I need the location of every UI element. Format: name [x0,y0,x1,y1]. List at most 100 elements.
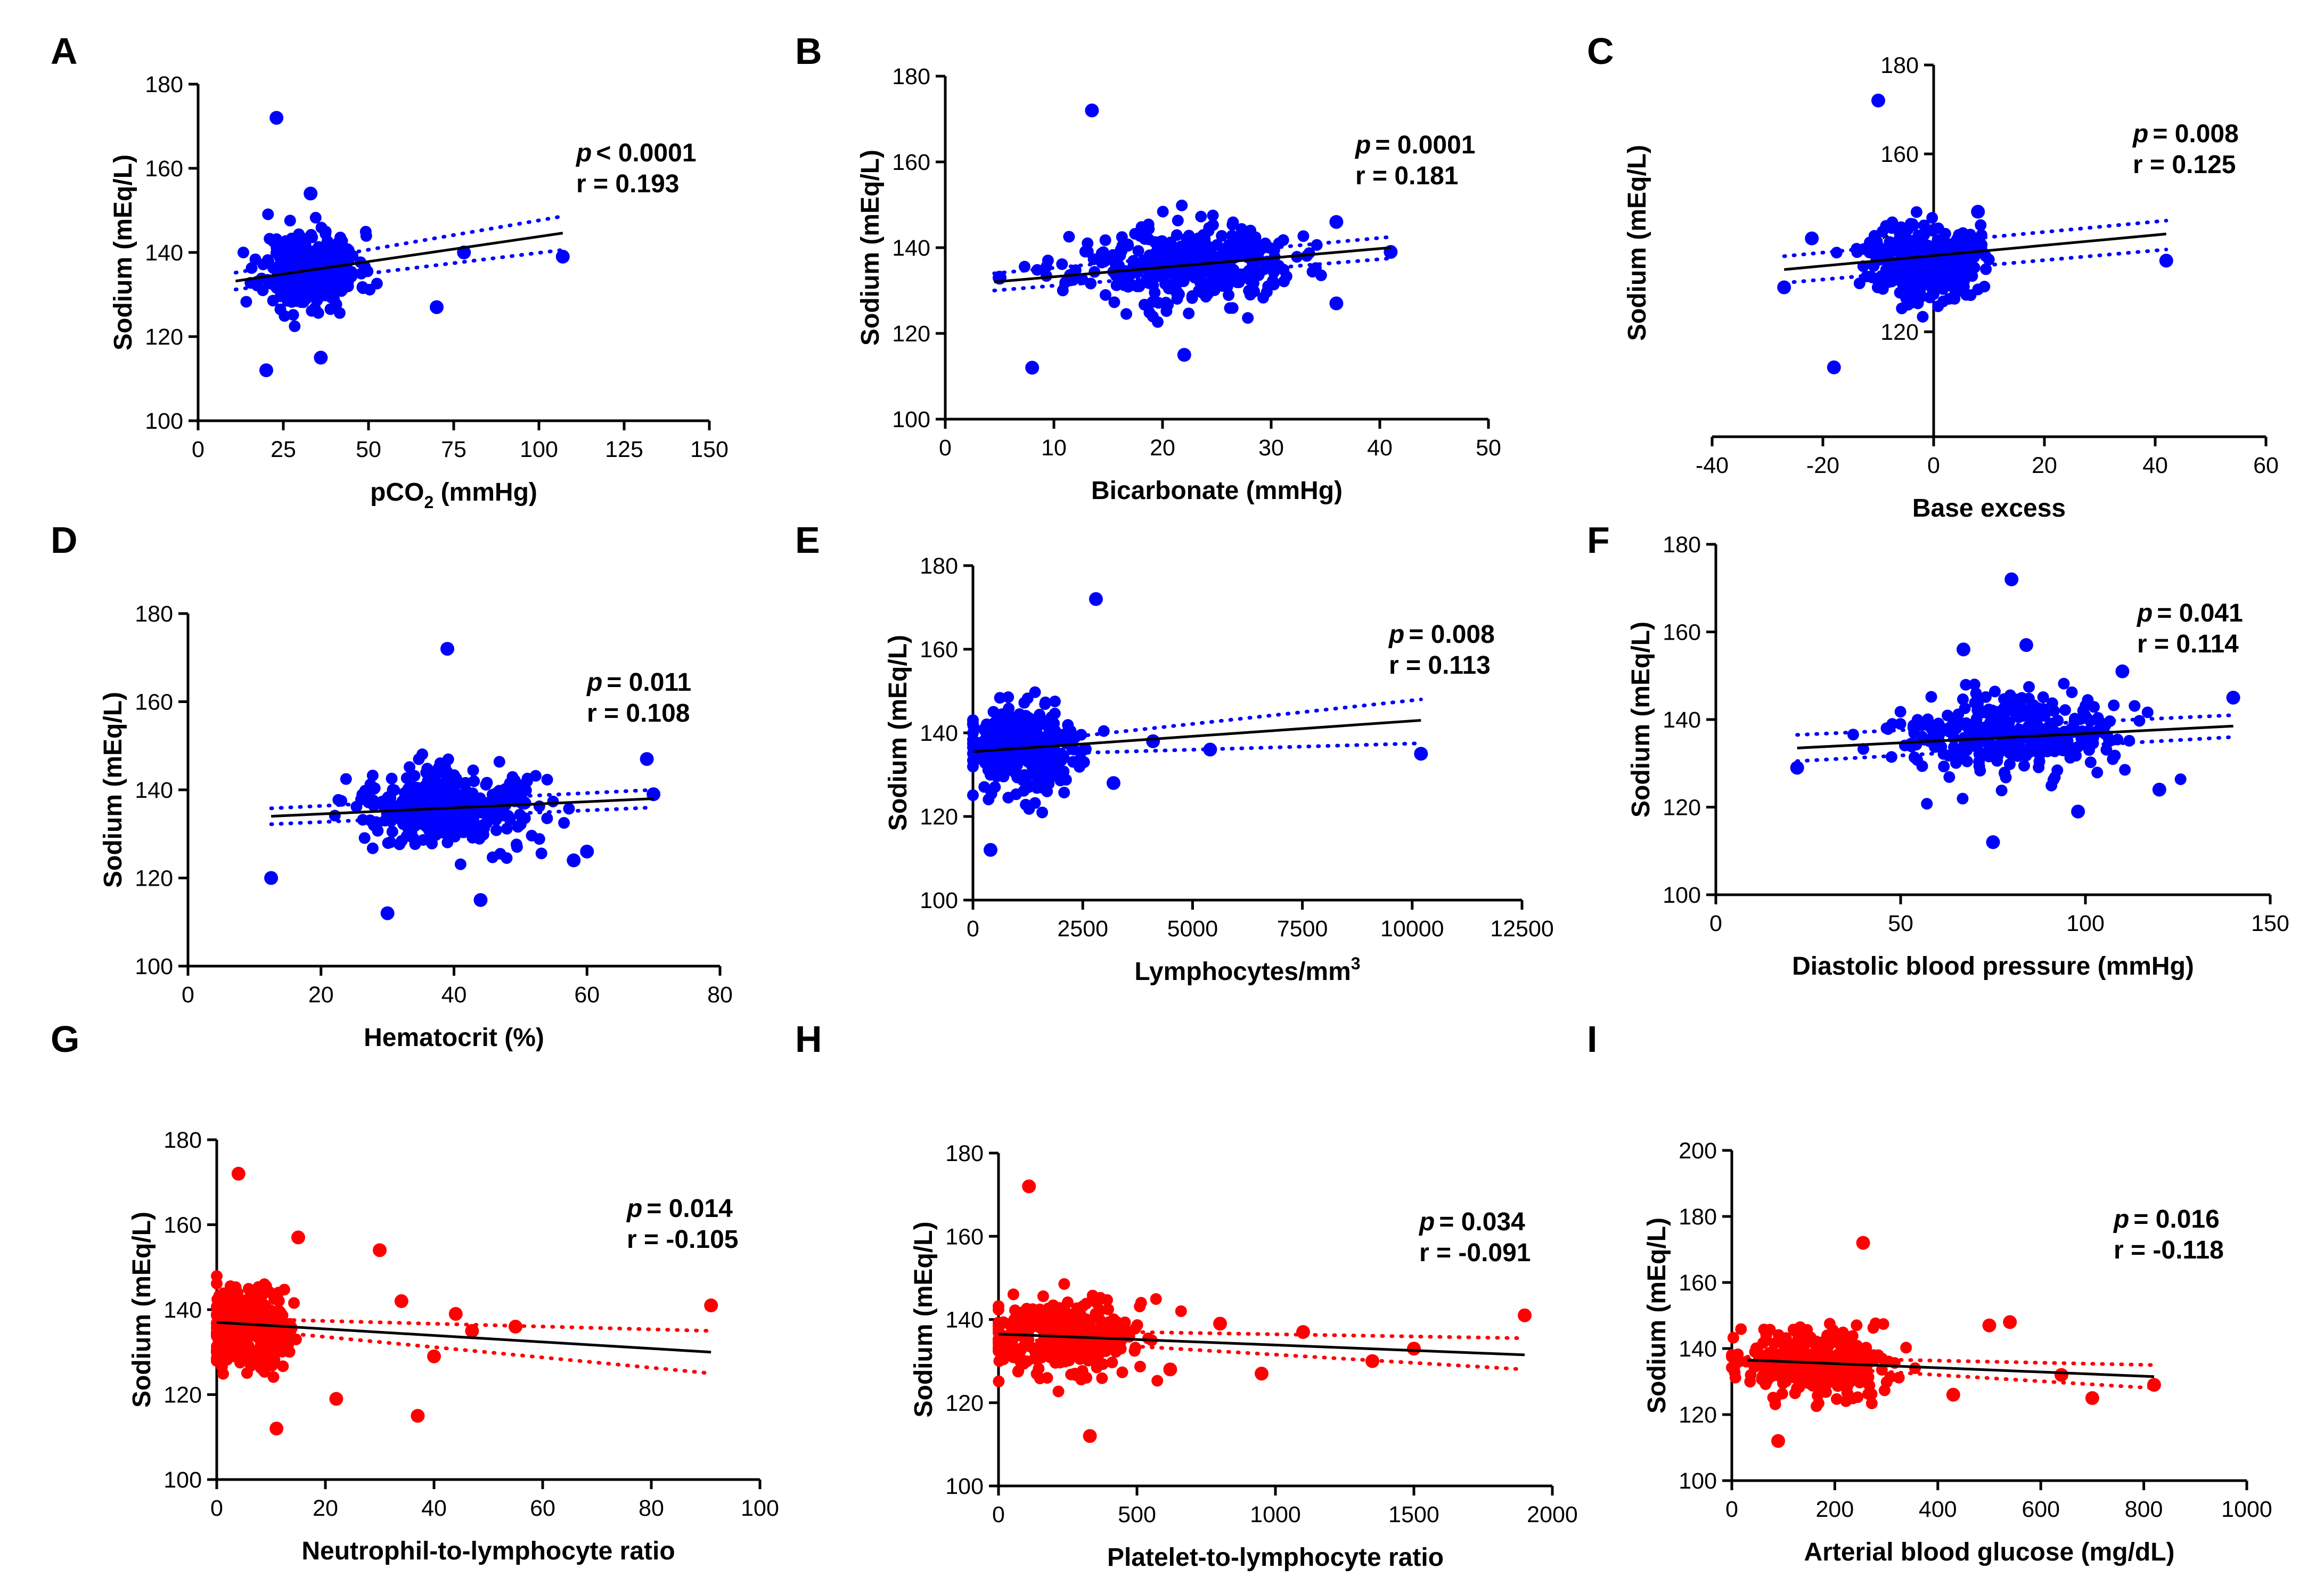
x-tick-label: -40 [1696,453,1729,478]
data-point [436,823,448,835]
data-point [2034,749,2046,761]
data-point [1216,280,1229,292]
data-point [1776,1387,1788,1400]
data-point [290,285,302,297]
data-point [1023,712,1035,724]
data-point [2059,704,2071,716]
p-value-annotation: p = 0.0001 [1354,131,1476,159]
data-point [242,1282,255,1295]
x-tick-label: 0 [992,1502,1005,1527]
data-point [1020,798,1032,811]
data-point [1851,243,1863,255]
data-point [1040,696,1052,708]
data-point [402,822,414,835]
data-point [1769,1398,1781,1410]
data-point [356,281,369,293]
y-tick-label: 160 [135,690,173,715]
data-point [1054,774,1067,787]
data-point [1038,768,1051,780]
x-tick-label: 20 [2032,453,2057,478]
data-point [978,723,990,736]
data-point [1106,1357,1118,1369]
data-point [1813,1339,1825,1352]
p-value-annotation: p = 0.016 [2113,1205,2220,1233]
data-point [1841,1338,1853,1350]
data-point [2083,744,2095,756]
data-point [1907,722,1919,734]
data-point [1898,258,1910,271]
data-point-outlier [1089,592,1103,606]
data-point [993,1375,1005,1387]
data-point-outlier [1329,296,1344,311]
data-point [1049,755,1061,767]
x-tick-label: 50 [356,437,381,462]
y-tick-label: 180 [1679,1204,1717,1230]
data-point [2008,700,2020,713]
data-point-outlier [1177,348,1191,362]
data-point [996,758,1009,770]
x-tick-label: 40 [421,1496,447,1521]
data-point [1012,748,1025,760]
data-point-outlier [411,1409,425,1423]
data-point [1037,1290,1049,1302]
data-point [1142,218,1155,231]
data-point [1047,767,1059,780]
data-point [1102,1303,1115,1316]
data-point [2093,715,2106,728]
x-tick-label: 2000 [1527,1502,1578,1527]
data-point [1306,266,1319,278]
p-value-annotation: p = 0.014 [626,1195,733,1223]
y-tick-label: 100 [1663,883,1701,908]
data-point [1019,729,1031,741]
y-tick-label: 120 [1679,1402,1717,1428]
data-point [1116,231,1128,243]
data-point [547,795,559,807]
data-point [1895,221,1907,233]
data-point [993,1338,1004,1350]
data-point [1157,206,1169,218]
data-point [1822,1347,1834,1360]
data-point [1991,755,2003,767]
data-point [1979,691,1992,703]
x-axis-label-sup: 3 [1351,954,1361,973]
p-symbol: p [2113,1205,2129,1233]
data-point [1080,1297,1092,1310]
data-point [521,772,534,785]
y-tick-label: 120 [892,321,930,347]
regression-line [998,1333,1525,1357]
data-point [967,720,979,732]
data-point [1727,1331,1739,1344]
data-point [1134,1360,1146,1372]
data-point-outlier [580,844,594,859]
data-point [1010,788,1022,800]
data-point [1151,240,1164,252]
data-point [441,773,453,786]
x-tick-label: 40 [441,982,467,1008]
data-point-outlier [1213,1317,1227,1331]
x-tick-label: 5000 [1167,916,1218,942]
data-point [223,1324,235,1336]
data-point [1099,289,1111,301]
data-point [1899,279,1911,291]
p-value: < 0.0001 [596,139,696,167]
data-point [1912,244,1925,257]
data-point [1953,228,1965,241]
data-point [1833,1347,1845,1360]
data-point [2046,697,2058,709]
data-point-outlier [269,111,284,125]
data-point [1160,305,1173,317]
data-point [478,822,490,835]
data-point [1096,1372,1108,1384]
data-point [1735,1323,1747,1335]
panel-letter: H [795,1018,822,1060]
data-point [1034,1350,1046,1362]
data-point [1968,679,1981,691]
data-point [1043,778,1055,790]
data-point-outlier [704,1298,718,1313]
data-point-outlier [1083,1429,1097,1443]
data-point [2119,764,2131,776]
data-point [340,773,352,785]
data-point-outlier [373,1243,387,1257]
x-tick-label: 75 [441,437,467,462]
data-point-outlier [1827,360,1841,374]
